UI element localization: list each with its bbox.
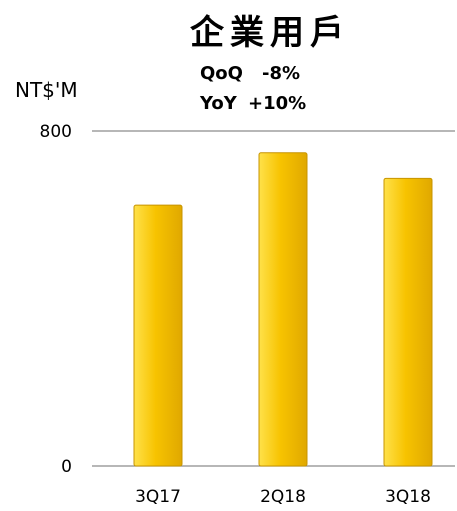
y-tick-label: 800 bbox=[40, 122, 72, 142]
yoy-value: +10% bbox=[248, 93, 306, 114]
y-axis-unit-label: NT$'M bbox=[15, 78, 78, 102]
y-tick-label: 0 bbox=[61, 457, 72, 477]
x-tick-label: 3Q18 bbox=[385, 487, 431, 507]
bar-3q17 bbox=[133, 204, 183, 467]
yoy-label: YoY bbox=[199, 93, 238, 114]
qoq-value: -8% bbox=[262, 63, 300, 84]
qoq-label: QoQ bbox=[200, 63, 243, 84]
chart-title: 企業用戶 bbox=[190, 13, 350, 53]
x-tick-label: 2Q18 bbox=[260, 487, 306, 507]
bar-2q18 bbox=[258, 152, 308, 467]
bar-3q18 bbox=[383, 177, 433, 467]
x-tick-label: 3Q17 bbox=[135, 487, 181, 507]
